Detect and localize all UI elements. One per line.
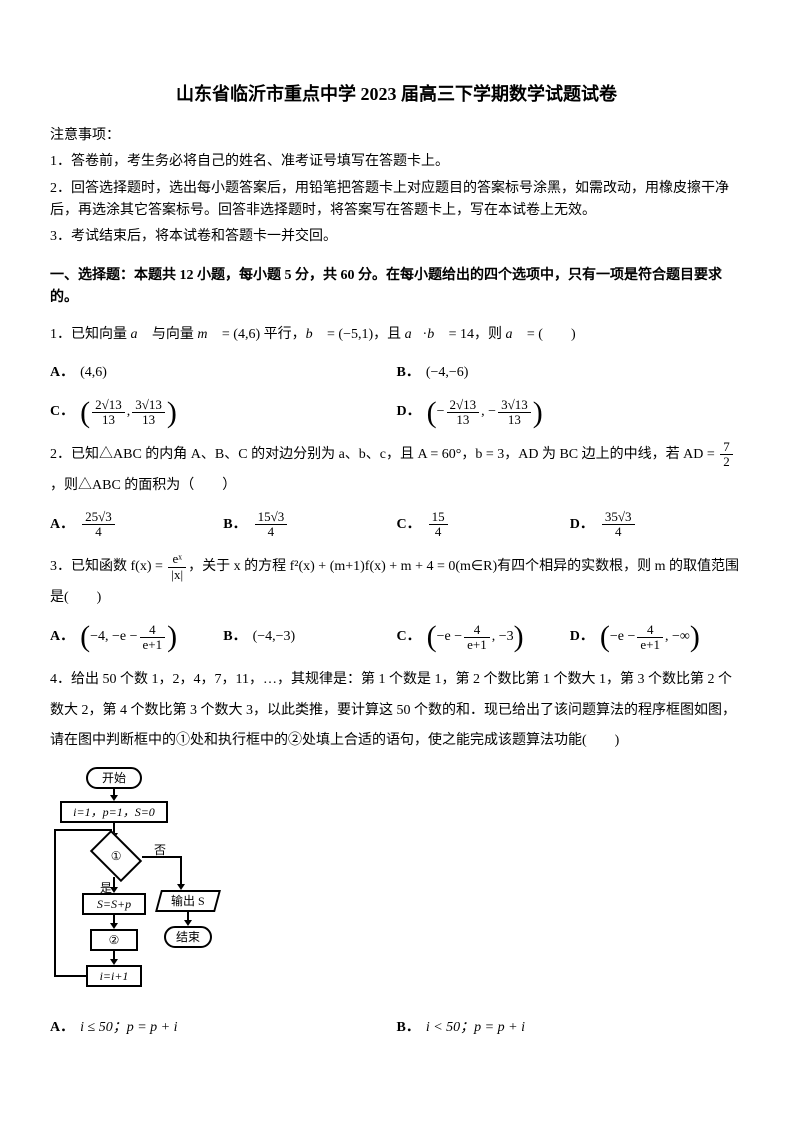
notice-1: 1．答卷前，考生务必将自己的姓名、准考证号填写在答题卡上。 (50, 151, 743, 173)
label-b: B． (223, 622, 246, 653)
instructions: 注意事项： 1．答卷前，考生务必将自己的姓名、准考证号填写在答题卡上。 2．回答… (50, 125, 743, 249)
q2-option-a[interactable]: A． 25√34 (50, 510, 223, 541)
q3-b-text: (−4,−3) (253, 622, 296, 653)
q2-b-frac: 15√34 (255, 510, 288, 540)
q3-c-expr: −e −4e+1, −3 (427, 622, 524, 653)
fc-output: 输出 S (155, 890, 221, 912)
label-b: B． (397, 1013, 420, 1044)
fc-end: 结束 (164, 926, 212, 948)
label-c: C． (397, 510, 421, 541)
question-3: 3．已知函数 f(x) = eˣ|x|，关于 x 的方程 f²(x) + (m+… (50, 552, 743, 652)
flowchart: 开始 i=1，p=1，S=0 ① 是 否 S=S+p 输出 S 结束 ② i=i… (50, 767, 270, 997)
fc-step3: i=i+1 (86, 965, 142, 987)
fc-no-label: 否 (154, 837, 166, 863)
label-a: A． (50, 1013, 74, 1044)
q2-d-frac: 35√34 (602, 510, 635, 540)
notice-header: 注意事项： (50, 125, 743, 147)
notice-2: 2．回答选择题时，选出每小题答案后，用铅笔把答题卡上对应题目的答案标号涂黑，如需… (50, 178, 743, 223)
q1-option-c[interactable]: C． 2√1313, 3√1313 (50, 397, 397, 428)
q4-a-text: i ≤ 50；p = p + i (80, 1013, 177, 1044)
label-c: C． (50, 397, 74, 428)
q1-a-text: (4,6) (80, 358, 107, 389)
question-1: 1．已知向量 a⃗ 与向量 m⃗ = (4,6) 平行，b⃗ = (−5,1)，… (50, 320, 743, 428)
q1-option-d[interactable]: D． −2√1313, −3√1313 (397, 397, 744, 428)
q4-option-b[interactable]: B． i < 50；p = p + i (397, 1013, 744, 1044)
q1-b-text: (−4,−6) (426, 358, 469, 389)
q3-d-expr: −e −4e+1, −∞ (600, 622, 700, 653)
q3-option-b[interactable]: B． (−4,−3) (223, 622, 396, 653)
q3-option-d[interactable]: D． −e −4e+1, −∞ (570, 622, 743, 653)
label-c: C． (397, 622, 421, 653)
q2-a-frac: 25√34 (82, 510, 115, 540)
label-d: D． (397, 397, 421, 428)
fc-step1: S=S+p (82, 893, 146, 915)
q3-option-c[interactable]: C． −e −4e+1, −3 (397, 622, 570, 653)
question-2: 2．已知△ABC 的内角 A、B、C 的对边分别为 a、b、c，且 A = 60… (50, 440, 743, 540)
q1-c-expr: 2√1313, 3√1313 (80, 397, 177, 428)
notice-3: 3．考试结束后，将本试卷和答题卡一并交回。 (50, 226, 743, 248)
exam-title: 山东省临沂市重点中学 2023 届高三下学期数学试题试卷 (50, 80, 743, 109)
q1-d-expr: −2√1313, −3√1313 (427, 397, 543, 428)
q4-option-a[interactable]: A． i ≤ 50；p = p + i (50, 1013, 397, 1044)
label-a: A． (50, 510, 74, 541)
label-d: D． (570, 622, 594, 653)
q3-a-expr: −4, −e −4e+1 (80, 622, 177, 653)
fc-step2: ② (90, 929, 138, 951)
q1-stem: 1．已知向量 a⃗ 与向量 m⃗ = (4,6) 平行，b⃗ = (−5,1)，… (50, 320, 743, 351)
q2-option-d[interactable]: D． 35√34 (570, 510, 743, 541)
q3-option-a[interactable]: A． −4, −e −4e+1 (50, 622, 223, 653)
q4-b-text: i < 50；p = p + i (426, 1013, 525, 1044)
q3-stem: 3．已知函数 f(x) = eˣ|x|，关于 x 的方程 f²(x) + (m+… (50, 552, 743, 614)
label-a: A． (50, 622, 74, 653)
fc-init: i=1，p=1，S=0 (60, 801, 168, 823)
question-4: 4．给出 50 个数 1，2，4，7，11，…，其规律是：第 1 个数是 1，第… (50, 665, 743, 1044)
q2-c-frac: 154 (429, 510, 448, 540)
q2-option-c[interactable]: C． 154 (397, 510, 570, 541)
label-b: B． (397, 358, 420, 389)
q2-stem: 2．已知△ABC 的内角 A、B、C 的对边分别为 a、b、c，且 A = 60… (50, 440, 743, 502)
label-a: A． (50, 358, 74, 389)
q1-option-a[interactable]: A． (4,6) (50, 358, 397, 389)
q4-stem: 4．给出 50 个数 1，2，4，7，11，…，其规律是：第 1 个数是 1，第… (50, 665, 743, 757)
fc-start: 开始 (86, 767, 142, 789)
section-1-header: 一、选择题：本题共 12 小题，每小题 5 分，共 60 分。在每小题给出的四个… (50, 265, 743, 310)
label-b: B． (223, 510, 246, 541)
q2-option-b[interactable]: B． 15√34 (223, 510, 396, 541)
label-d: D． (570, 510, 594, 541)
q1-option-b[interactable]: B． (−4,−6) (397, 358, 744, 389)
fc-condition: ① (90, 830, 142, 882)
